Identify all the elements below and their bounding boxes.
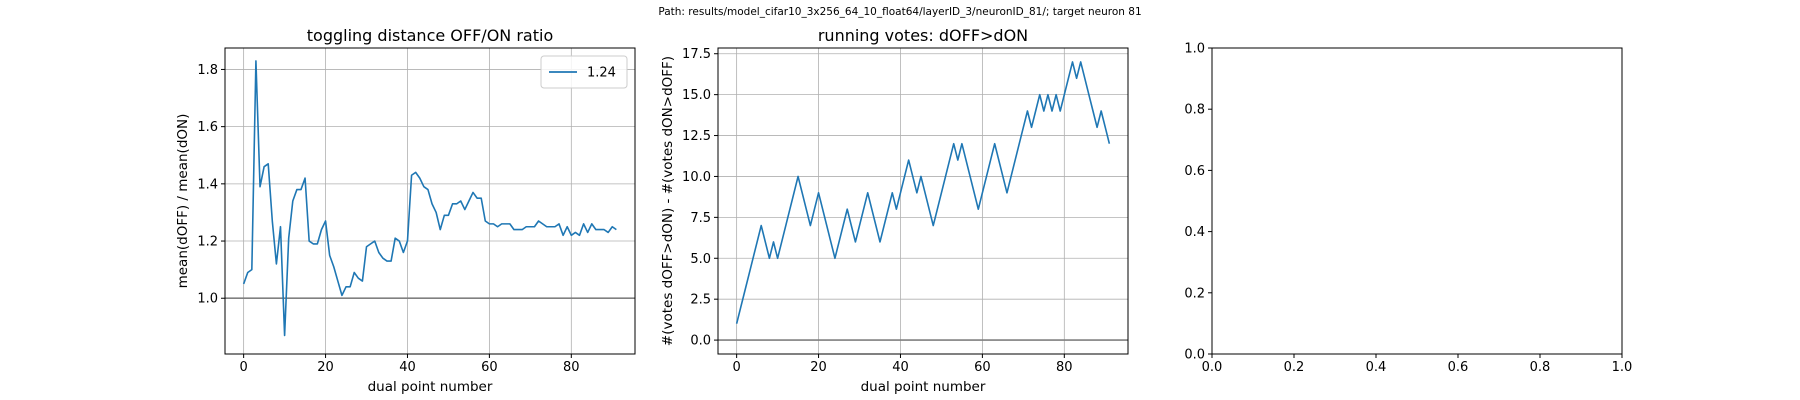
chart3-frame bbox=[1211, 47, 1623, 355]
figure-suptitle: Path: results/model_cifar10_3x256_64_10_… bbox=[658, 6, 1141, 18]
chart1-series-line-1 bbox=[242, 60, 617, 337]
chart1-legend-label: 1.24 bbox=[587, 66, 616, 81]
chart3-ytick-label: 0.0 bbox=[1184, 348, 1205, 363]
chart2-ylabel: #(votes dOFF>dON) - #(votes dON>dOFF) bbox=[660, 56, 676, 346]
chart2-xtick-label: 80 bbox=[1056, 360, 1073, 375]
chart3-xtick-label: 0.2 bbox=[1284, 360, 1305, 375]
chart1-ytick-label: 1.4 bbox=[197, 177, 218, 192]
chart1-ytick-label: 1.6 bbox=[197, 120, 218, 135]
chart2-series-line-1 bbox=[735, 61, 1111, 324]
chart1-xtick-label: 60 bbox=[481, 360, 498, 375]
chart3-xtick-label: 0.4 bbox=[1366, 360, 1387, 375]
chart3-xtick-label: 1.0 bbox=[1612, 360, 1633, 375]
chart2-ytick-label: 0.0 bbox=[690, 334, 711, 349]
chart1-xtick-label: 0 bbox=[239, 360, 247, 375]
chart2-xtick-label: 40 bbox=[892, 360, 909, 375]
chart1-frame bbox=[224, 47, 636, 355]
chart2-ytick-label: 17.5 bbox=[682, 47, 711, 62]
chart3-ytick-label: 0.4 bbox=[1184, 225, 1205, 240]
chart2-ytick-label: 12.5 bbox=[682, 129, 711, 144]
chart2-xtick-label: 0 bbox=[732, 360, 740, 375]
chart2-ytick-label: 10.0 bbox=[682, 170, 711, 185]
chart3-axes: 0.0 0.2 0.4 0.6 0.8 1.0 0.0 0.2 0.4 0.6 0.8 1.0 bbox=[1184, 42, 1632, 376]
chart1-xtick-label: 40 bbox=[399, 360, 416, 375]
chart1-ytick-label: 1.0 bbox=[197, 292, 218, 307]
chart2-ytick-label: 7.5 bbox=[690, 211, 711, 226]
chart2-ytick-label: 15.0 bbox=[682, 88, 711, 103]
chart2-xtick-label: 20 bbox=[810, 360, 827, 375]
chart2-xlabel: dual point number bbox=[861, 379, 986, 395]
chart3-ytick-label: 0.8 bbox=[1184, 103, 1205, 118]
chart2-title: running votes: dOFF>dON bbox=[818, 26, 1028, 45]
chart3-xtick-label: 0.0 bbox=[1202, 360, 1223, 375]
chart1-legend-box bbox=[540, 55, 628, 89]
chart1-legend: 1.24 bbox=[540, 55, 628, 89]
chart3-ytick-label: 0.2 bbox=[1184, 286, 1205, 301]
chart1-axes: 0 20 40 60 80 1.0 1.2 1.4 1.6 1.8 toggling distanc… bbox=[175, 26, 636, 395]
chart1-xlabel: dual point number bbox=[368, 379, 493, 395]
chart1-title: toggling distance OFF/ON ratio bbox=[307, 26, 553, 45]
chart3-xtick-label: 0.6 bbox=[1448, 360, 1469, 375]
chart1-ytick-label: 1.8 bbox=[197, 63, 218, 78]
chart2-xtick-label: 60 bbox=[974, 360, 991, 375]
chart2-ytick-label: 2.5 bbox=[690, 293, 711, 308]
chart3-xtick-label: 0.8 bbox=[1530, 360, 1551, 375]
chart2-axes: 0 20 40 60 80 0.0 2.5 5.0 7.5 10.0 12.5 15.0 17.5 run… bbox=[660, 26, 1129, 395]
chart3-ytick-label: 0.6 bbox=[1184, 164, 1205, 179]
chart2-frame bbox=[717, 47, 1129, 355]
chart1-xtick-label: 80 bbox=[563, 360, 580, 375]
chart3-ytick-label: 1.0 bbox=[1184, 42, 1205, 57]
chart1-ylabel: mean(dOFF) / mean(dON) bbox=[175, 114, 191, 289]
chart1-ytick-label: 1.2 bbox=[197, 235, 218, 250]
chart1-xtick-label: 20 bbox=[317, 360, 334, 375]
chart2-ytick-label: 5.0 bbox=[690, 252, 711, 267]
